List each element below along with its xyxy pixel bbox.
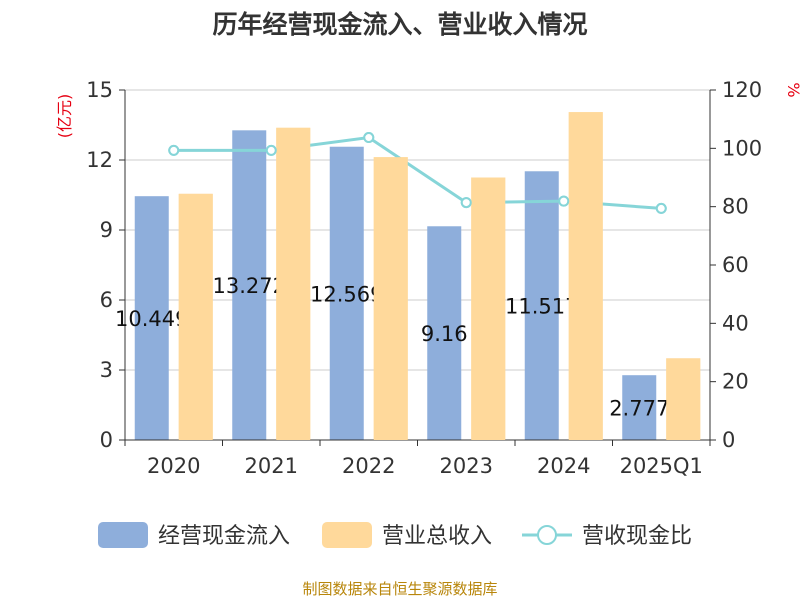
- right-tick-label: 0: [722, 428, 735, 452]
- bar-cash-inflow: [232, 130, 267, 440]
- ratio-point-top: [558, 195, 570, 207]
- x-tick-label: 2022: [342, 454, 395, 478]
- bar-revenue-overlay: [178, 193, 213, 440]
- left-tick-label: 6: [100, 288, 113, 312]
- gridlines: [125, 89, 710, 371]
- right-tick-label: 100: [722, 136, 762, 160]
- data-labels: 10.449 13.272 12.569 9.16 11.517 2.777: [115, 112, 701, 441]
- bar-revenue-overlay: [373, 157, 408, 440]
- left-tick-label: 3: [100, 358, 113, 382]
- x-tick-label: 2020: [147, 454, 200, 478]
- axes: 0 3 6 9 12 15 0 20 40 60 80 100 120 2020 2021 2022 2023 2…: [86, 78, 762, 478]
- legend-marker: [537, 525, 557, 545]
- bar-cash-inflow: [622, 375, 657, 440]
- legend-label: 营收现金比: [582, 524, 692, 549]
- data-label: 10.449: [115, 307, 188, 331]
- legend-swatch: [98, 522, 148, 548]
- left-tick-label: 15: [86, 78, 113, 102]
- source-note: 制图数据来自恒生聚源数据库: [302, 580, 497, 598]
- right-tick-label: 40: [722, 311, 749, 335]
- data-label: 2.777: [609, 397, 669, 421]
- bar-revenue-overlay: [471, 177, 506, 440]
- left-tick-label: 9: [100, 218, 113, 242]
- chart-title: 历年经营现金流入、营业收入情况: [212, 10, 587, 39]
- legend: 经营现金流入 营业总收入 营收现金比: [98, 522, 692, 549]
- data-label: 9.16: [421, 322, 468, 346]
- ratio-point-top: [655, 202, 667, 214]
- bar-revenue-overlay: [666, 358, 701, 440]
- ratio-point-top: [460, 197, 472, 209]
- bar-revenue-overlay: [276, 127, 311, 441]
- data-label: 12.569: [310, 282, 383, 306]
- right-tick-label: 80: [722, 195, 749, 219]
- left-tick-label: 12: [86, 148, 113, 172]
- legend-label: 经营现金流入: [158, 524, 290, 549]
- left-tick-label: 0: [100, 428, 113, 452]
- bar-cash-inflow: [134, 196, 169, 440]
- ratio-point-top: [168, 144, 180, 156]
- left-axis-unit: (亿元): [55, 94, 74, 139]
- data-label: 11.517: [505, 295, 578, 319]
- data-label: 13.272: [213, 274, 286, 298]
- bar-cash-inflow: [329, 146, 364, 440]
- right-tick-label: 20: [722, 370, 749, 394]
- bar-cash-inflow: [524, 171, 559, 440]
- x-tick-label: 2024: [537, 454, 590, 478]
- legend-swatch: [322, 522, 372, 548]
- ratio-point-top: [363, 132, 375, 144]
- x-tick-label: 2023: [440, 454, 493, 478]
- x-tick-label: 2021: [245, 454, 298, 478]
- x-tick-label: 2025Q1: [620, 454, 703, 478]
- right-tick-label: 120: [722, 78, 762, 102]
- bar-revenue-overlay: [568, 112, 603, 441]
- legend-label: 营业总收入: [382, 524, 492, 549]
- bar-cash-inflow: [427, 226, 462, 440]
- right-tick-label: 60: [722, 253, 749, 277]
- right-axis-unit: %: [784, 82, 800, 97]
- ratio-point-top: [265, 144, 277, 156]
